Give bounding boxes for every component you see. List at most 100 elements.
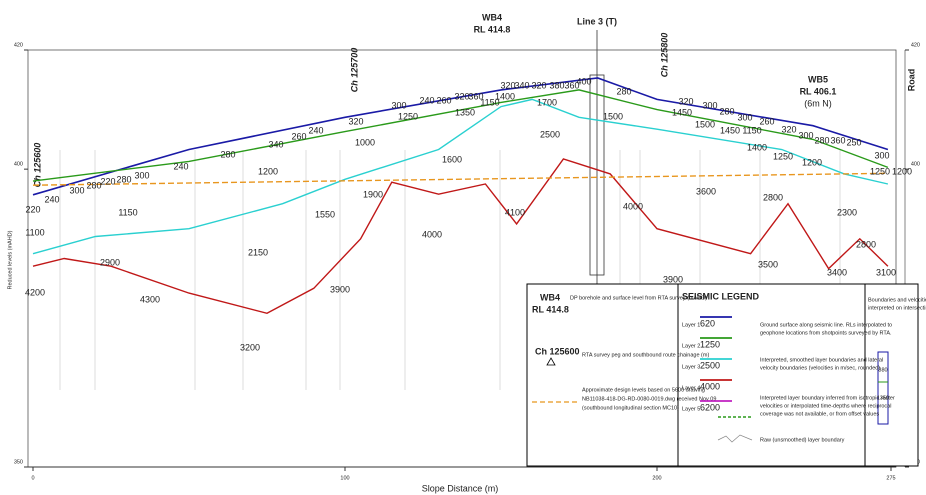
velocity-label: 2800 <box>763 192 783 202</box>
velocity-label: 1000 <box>355 137 375 147</box>
legend-layer: Layer 5 <box>682 406 700 412</box>
legend-text: Ground surface along seismic line. RLs i… <box>760 322 892 328</box>
velocity-label: 3900 <box>330 284 350 294</box>
velocity-label: 340 <box>514 80 529 90</box>
legend-text: DP borehole and surface level from RTA s… <box>570 295 707 301</box>
velocity-label: 1400 <box>495 91 515 101</box>
velocity-label: 260 <box>759 116 774 126</box>
legend-borehole-rl: RL 414.8 <box>532 304 569 314</box>
velocity-label: 1250 <box>398 111 418 121</box>
velocity-label: 320 <box>781 124 796 134</box>
velocity-label: 2800 <box>856 239 876 249</box>
line-label: Line 3 (T) <box>577 16 617 26</box>
y-tick-label: 350 <box>14 459 23 465</box>
legend-frame <box>526 283 919 467</box>
y-tick-label: 420 <box>911 42 920 48</box>
velocity-label: 1600 <box>442 154 462 164</box>
boundary-line <box>32 89 889 182</box>
velocity-label: 3600 <box>696 186 716 196</box>
velocity-label: 280 <box>719 106 734 116</box>
velocity-label: 320 <box>531 80 546 90</box>
y-tick-label: 420 <box>14 42 23 48</box>
velocity-label: 240 <box>308 125 323 135</box>
velocity-label: 260 <box>436 95 451 105</box>
velocity-label: 300 <box>391 100 406 110</box>
velocity-label: 1200 <box>892 166 912 176</box>
velocity-label: 1150 <box>118 207 137 217</box>
legend: WB4 RL 414.8 DP borehole and surface lev… <box>526 283 926 467</box>
velocity-label: 4000 <box>422 229 442 239</box>
boundary-line <box>32 158 889 315</box>
velocity-label: 280 <box>86 180 101 190</box>
legend-text: Interpreted, smoothed layer boundaries a… <box>760 357 883 363</box>
velocity-label: 2900 <box>100 257 120 267</box>
legend-layer: Layer 3 <box>682 364 700 370</box>
boundary-line <box>32 98 889 255</box>
velocity-label: 1200 <box>802 157 822 167</box>
velocity-label: 4000 <box>623 201 643 211</box>
velocity-label: 2500 <box>540 129 560 139</box>
legend-text: velocity boundaries (velocities in m/sec… <box>760 365 880 371</box>
x-axis-label: Slope Distance (m) <box>422 483 499 493</box>
legend-velocity: 2500 <box>700 360 720 370</box>
velocity-label: 220 <box>25 204 40 214</box>
velocity-label: 360 <box>830 135 845 145</box>
borehole-rl: RL 414.8 <box>474 24 511 34</box>
intersect-column <box>589 74 605 276</box>
velocity-label: 220 <box>100 176 115 186</box>
velocity-label: 1350 <box>455 107 475 117</box>
intersect-swatch <box>877 351 889 425</box>
velocity-label: 320 <box>500 80 515 90</box>
velocity-label: 1250 <box>870 166 890 176</box>
chainage-label: Ch 125800 <box>659 33 669 78</box>
survey-peg-icon <box>546 357 556 366</box>
legend-text: geophone locations from shotpoints surve… <box>760 330 892 336</box>
y-tick-label: 400 <box>14 162 23 168</box>
velocity-label: 1150 <box>742 125 761 135</box>
velocity-label: 1500 <box>695 119 715 129</box>
velocity-label: 360 <box>564 80 579 90</box>
legend-layer: Layer 2 <box>682 343 700 349</box>
chainage-label: Ch 125700 <box>349 48 359 93</box>
velocity-label: 300 <box>134 170 149 180</box>
boundary-line <box>32 172 888 186</box>
velocity-label: 3900 <box>663 274 683 284</box>
x-tick-label: 100 <box>340 475 349 481</box>
velocity-label: 3500 <box>758 259 778 269</box>
velocity-label: 400 <box>576 76 591 86</box>
borehole-label: WB4 <box>482 12 502 22</box>
legend-velocity: 6200 <box>700 402 720 412</box>
velocity-label: 300 <box>798 130 813 140</box>
legend-text: Raw (unsmoothed) layer boundary <box>760 437 845 443</box>
legend-borehole: WB4 <box>540 292 560 302</box>
velocity-label: 3100 <box>876 267 896 277</box>
chainage-label: Ch 125600 <box>32 143 42 188</box>
x-tick-label: 0 <box>31 475 34 481</box>
x-tick-label: 275 <box>886 475 895 481</box>
legend-text: NB11038-418-DG-RD-0080-0019.dwg received… <box>582 396 716 402</box>
velocity-label: 360 <box>468 91 483 101</box>
legend-text: coverage was not available, or from offs… <box>760 411 879 417</box>
legend-text: (southbound longitudinal section MC10) <box>582 405 679 411</box>
velocity-label: 4200 <box>25 287 45 297</box>
velocity-label: 1450 <box>672 107 692 117</box>
velocity-label: 320 <box>348 116 363 126</box>
velocity-label: 300 <box>874 150 889 160</box>
velocity-label: 3400 <box>827 267 847 277</box>
velocity-label: 300 <box>702 100 717 110</box>
velocity-label: 280 <box>616 86 631 96</box>
velocity-label: 1500 <box>603 111 623 121</box>
velocity-label: 1100 <box>25 227 44 237</box>
y-tick-label: 400 <box>911 162 920 168</box>
x-tick-label: 200 <box>652 475 661 481</box>
velocity-label: 240 <box>44 194 59 204</box>
velocity-label: 320 <box>454 91 469 101</box>
velocity-label: 1400 <box>747 142 767 152</box>
legend-text: Boundaries and velocities <box>868 297 926 303</box>
velocity-label: 240 <box>173 161 188 171</box>
borehole-rl: RL 406.1 <box>800 86 837 96</box>
velocity-label: 300 <box>69 185 84 195</box>
legend-velocity: 620 <box>700 318 715 328</box>
road-label: Road <box>906 69 916 92</box>
velocity-label: 4300 <box>140 294 160 304</box>
